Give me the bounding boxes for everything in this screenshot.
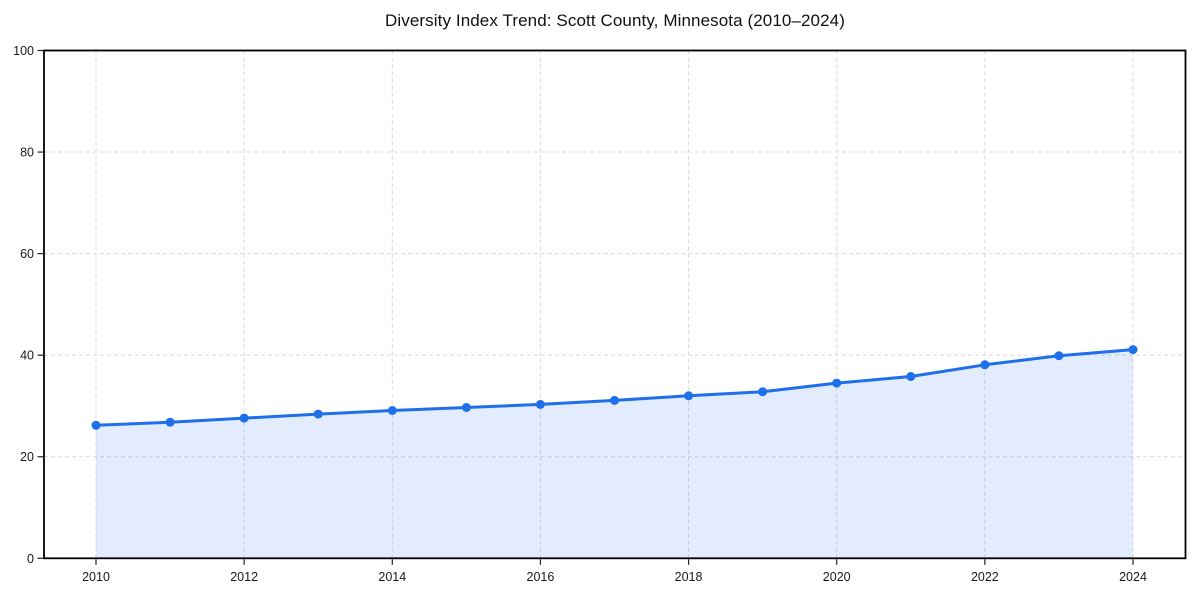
data-point-2015 [461,403,471,412]
x-tick-label: 2020 [823,570,851,584]
chart-title: Diversity Index Trend: Scott County, Min… [384,11,845,30]
data-point-2010 [91,420,101,430]
data-point-2021 [906,372,916,381]
data-point-2012 [239,413,249,423]
data-point-2024 [1128,345,1138,355]
data-point-2022 [980,360,990,370]
x-tick-label: 2024 [1119,570,1147,584]
y-tick-label: 100 [13,44,34,58]
plot-border [43,49,1187,560]
x-tick-label: 2014 [378,570,406,584]
data-point-2018 [684,391,694,401]
y-tick-label: 80 [20,146,34,160]
data-point-2023 [1054,351,1064,361]
data-point-2019 [758,387,768,397]
y-tick-label: 20 [20,450,34,464]
y-tick-label: 0 [27,552,34,566]
y-tick-label: 40 [20,349,34,363]
area-fill [96,349,1133,559]
y-tick-label: 60 [20,247,34,261]
x-tick-label: 2018 [675,570,703,584]
x-tick-label: 2010 [82,570,110,584]
data-point-2020 [832,378,842,388]
x-tick-label: 2016 [527,570,555,584]
data-point-2011 [165,417,175,427]
data-point-2013 [313,409,323,419]
data-point-2017 [610,395,619,405]
data-point-2016 [535,399,545,409]
x-tick-label: 2012 [230,570,258,584]
data-point-2014 [387,406,397,415]
x-tick-label: 2022 [971,570,999,584]
